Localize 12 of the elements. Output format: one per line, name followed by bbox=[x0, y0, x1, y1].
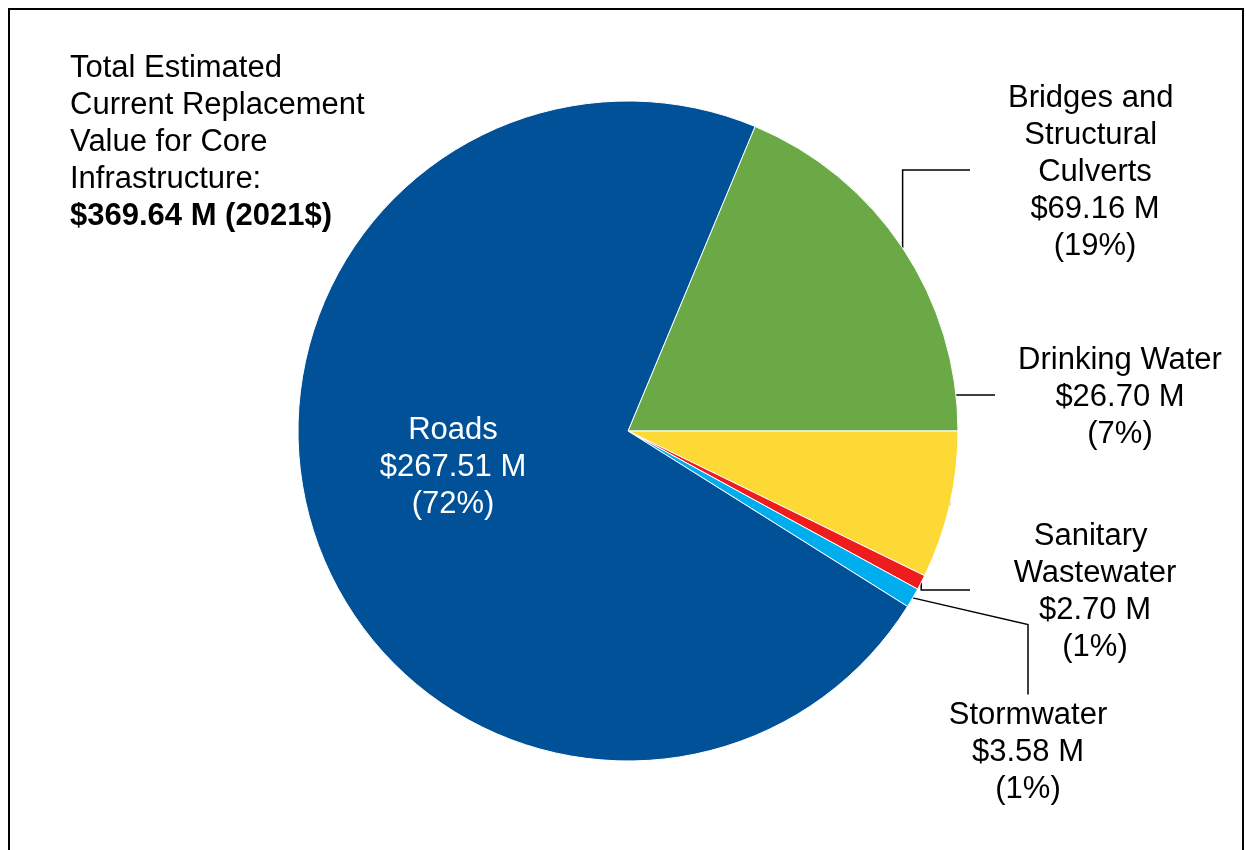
data-label: $26.70 M (7%) bbox=[1055, 377, 1185, 450]
data-label: $69.16 M (19%) bbox=[1030, 189, 1160, 262]
slice-label: Stormwater bbox=[948, 695, 1108, 731]
data-label: $3.58 M (1%) bbox=[971, 732, 1085, 805]
text: $369.64 M (2021$) bbox=[70, 197, 332, 232]
text: Total Estimated Current Replacement Value for Core Infrastructure: bbox=[70, 49, 365, 195]
data-label: $2.70 M (1%) bbox=[1038, 591, 1152, 663]
slice-label: Sanitary Wastewater bbox=[1013, 517, 1177, 589]
data-label: $267.51 M (72%) bbox=[379, 447, 527, 520]
slice-label: Drinking Water bbox=[1018, 340, 1222, 376]
slice-label: Bridges and Structural Culverts bbox=[1007, 78, 1183, 188]
slice-label: Roads bbox=[408, 410, 498, 446]
